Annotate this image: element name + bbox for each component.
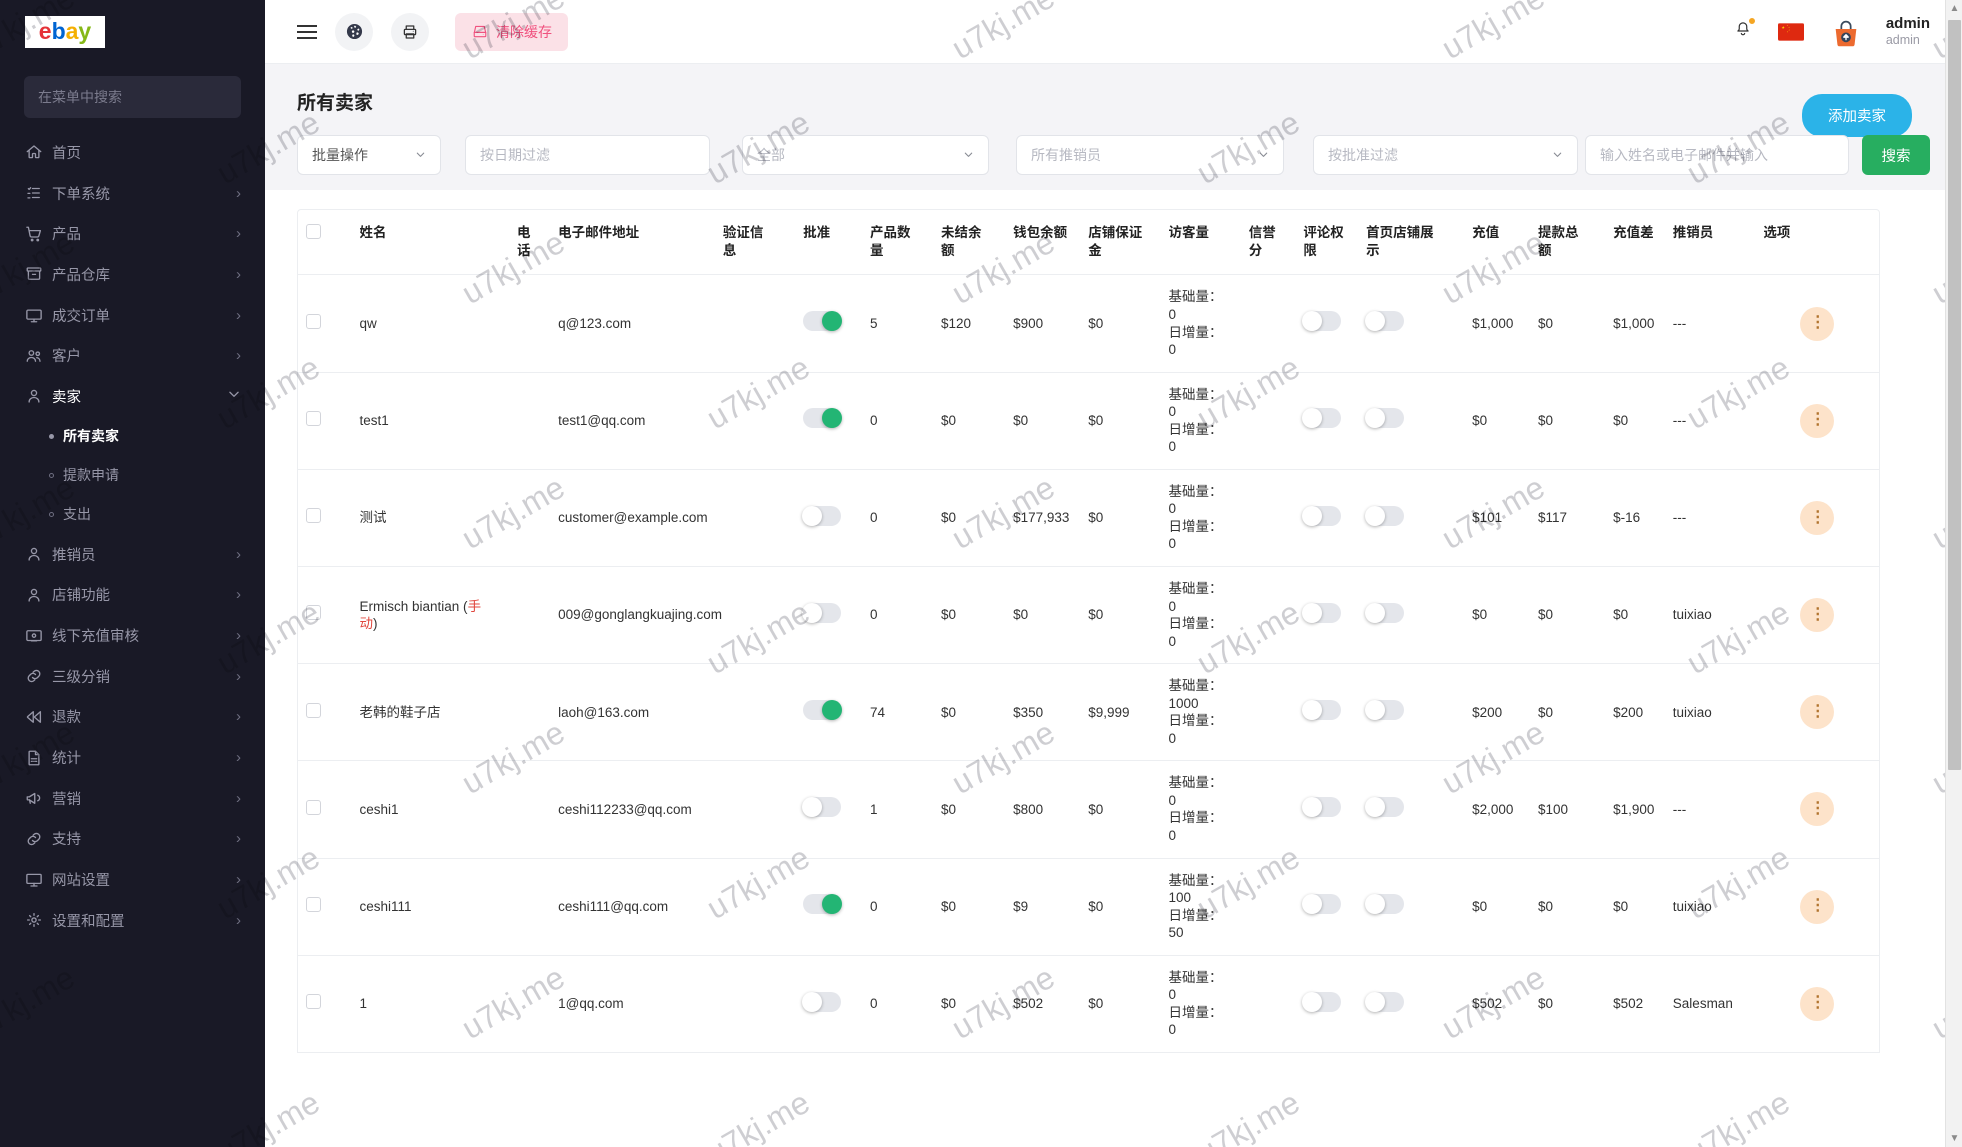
svg-text:ebay: ebay: [39, 18, 92, 44]
